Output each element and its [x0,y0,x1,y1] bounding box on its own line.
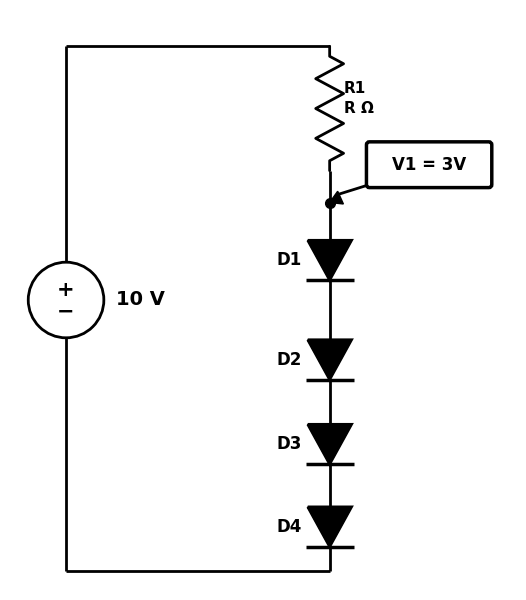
Text: D1: D1 [277,251,302,269]
Polygon shape [308,340,351,380]
Text: D2: D2 [277,350,302,368]
Text: R1
R Ω: R1 R Ω [343,81,373,116]
Text: V1 = 3V: V1 = 3V [392,156,466,174]
Text: D3: D3 [277,435,302,453]
FancyBboxPatch shape [367,142,492,188]
Text: −: − [57,302,75,322]
Text: 10 V: 10 V [116,290,165,310]
Polygon shape [308,507,351,547]
Polygon shape [330,191,343,204]
Polygon shape [308,241,351,280]
Polygon shape [308,424,351,464]
Text: D4: D4 [277,518,302,536]
Text: +: + [57,280,75,300]
